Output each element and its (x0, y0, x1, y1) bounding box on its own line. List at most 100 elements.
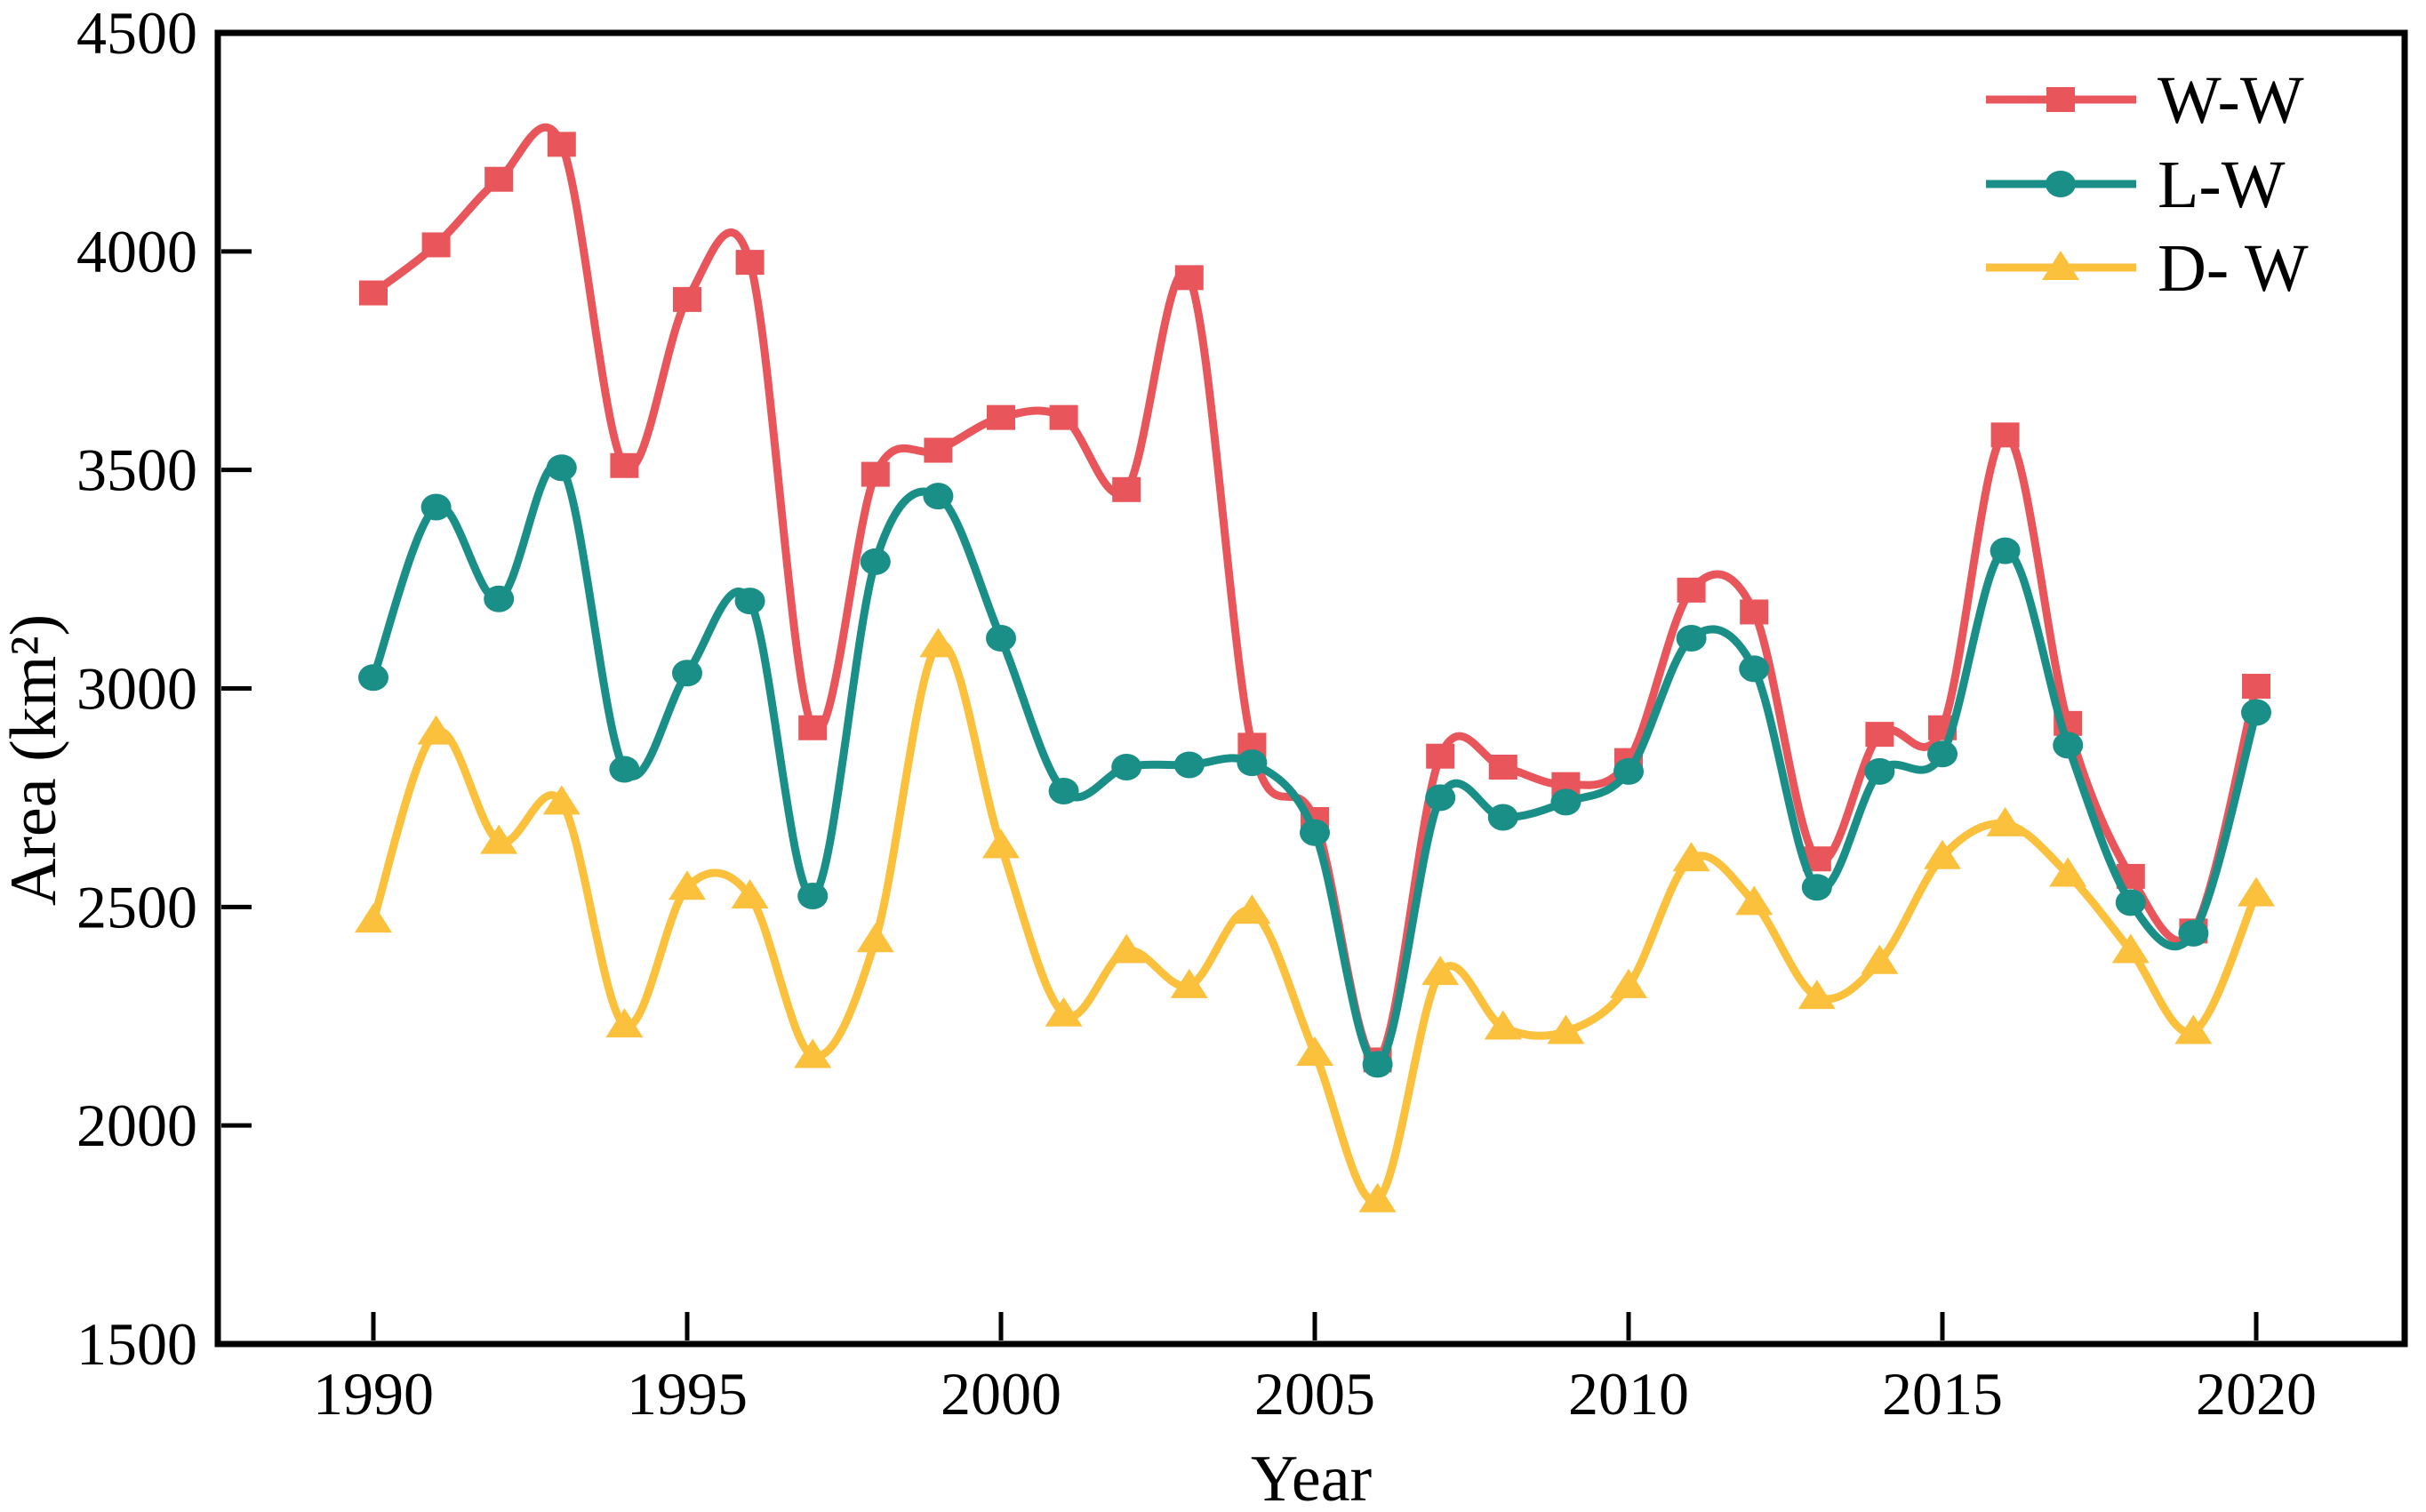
marker-L-W-2019 (2178, 919, 2209, 947)
marker-W-W-1990 (359, 280, 388, 306)
marker-L-W-2017 (2053, 732, 2084, 759)
legend-marker-W-W (2046, 87, 2075, 112)
marker-L-W-2012 (1739, 655, 1770, 683)
marker-W-W-1997 (798, 715, 828, 740)
marker-L-W-2002 (1111, 754, 1142, 780)
x-tick-label-2015: 2015 (1882, 1360, 2003, 1428)
marker-D-W-1995 (669, 870, 706, 900)
marker-W-W-1998 (861, 461, 890, 487)
x-tick-label-2000: 2000 (941, 1360, 1061, 1428)
marker-D-W-2006 (1358, 1182, 1397, 1212)
marker-D-W-2012 (1735, 885, 1773, 916)
marker-D-W-2019 (2174, 1014, 2213, 1044)
x-tick-label-2010: 2010 (1568, 1360, 1689, 1428)
marker-D-W-1991 (417, 715, 455, 745)
marker-W-W-2011 (1677, 577, 1706, 603)
legend-item-W-W: W-W (1986, 63, 2304, 138)
marker-L-W-2015 (1927, 740, 1958, 768)
marker-D-W-1999 (919, 628, 957, 658)
marker-L-W-2000 (986, 624, 1016, 652)
marker-L-W-1992 (484, 585, 515, 612)
legend-label-L-W: L-W (2158, 148, 2286, 222)
marker-L-W-2010 (1613, 757, 1644, 785)
marker-W-W-2003 (1174, 265, 1204, 291)
marker-W-W-2001 (1049, 404, 1078, 430)
series-line-W-W (369, 123, 2261, 1064)
marker-L-W-2011 (1676, 624, 1707, 652)
marker-D-W-2000 (982, 828, 1020, 859)
marker-L-W-2016 (1990, 537, 2021, 564)
marker-D-W-1994 (605, 1008, 644, 1038)
marker-D-W-1990 (355, 903, 392, 933)
y-tick-label-2000: 2000 (76, 1092, 197, 1159)
marker-W-W-2016 (1990, 422, 2020, 448)
marker-D-W-2018 (2111, 933, 2150, 964)
x-tick-label-1995: 1995 (627, 1360, 748, 1428)
marker-L-W-2001 (1048, 778, 1079, 805)
marker-D-W-2017 (2049, 857, 2087, 887)
marker-L-W-1994 (609, 756, 640, 783)
marker-W-W-2002 (1112, 476, 1141, 502)
marker-D-W-1993 (542, 785, 580, 815)
marker-D-W-2004 (1233, 894, 1271, 924)
marker-W-W-1995 (673, 286, 701, 312)
marker-L-W-1998 (860, 548, 891, 575)
marker-W-W-1992 (484, 166, 514, 192)
legend-marker-L-W (2046, 171, 2076, 197)
x-tick-label-2020: 2020 (2196, 1360, 2317, 1428)
marker-W-W-2014 (1865, 722, 1894, 748)
marker-L-W-1993 (546, 454, 577, 482)
y-axis-title: Area (km²) (0, 614, 70, 906)
marker-D-W-2001 (1045, 996, 1083, 1027)
marker-L-W-1990 (358, 664, 388, 692)
marker-D-W-2013 (1797, 980, 1836, 1010)
marker-D-W-2003 (1170, 968, 1208, 998)
marker-W-W-1994 (610, 452, 639, 478)
marker-L-W-2004 (1237, 749, 1268, 777)
marker-L-W-2005 (1300, 819, 1330, 846)
y-tick-label-3000: 3000 (76, 655, 197, 723)
marker-D-W-2009 (1547, 1014, 1585, 1044)
marker-D-W-2008 (1484, 1010, 1522, 1040)
legend-item-D-W: D- W (1986, 231, 2309, 306)
marker-L-W-2009 (1550, 788, 1581, 816)
x-axis-title: Year (1251, 1443, 1372, 1512)
marker-D-W-1996 (731, 879, 769, 909)
marker-L-W-2020 (2241, 699, 2271, 726)
marker-D-W-1992 (480, 824, 518, 854)
marker-W-W-2007 (1426, 743, 1455, 769)
marker-W-W-2000 (987, 404, 1015, 430)
legend-label-W-W: W-W (2158, 63, 2304, 138)
x-tick-label-2005: 2005 (1254, 1360, 1375, 1428)
legend-label-D-W: D- W (2158, 231, 2309, 306)
y-tick-label-2500: 2500 (76, 873, 197, 940)
marker-D-W-2010 (1610, 968, 1647, 998)
series-L-W (358, 454, 2271, 1078)
marker-L-W-2007 (1425, 784, 1456, 812)
marker-D-W-2020 (2238, 876, 2275, 907)
axis-ticks (221, 249, 2259, 1340)
legend-item-L-W: L-W (1986, 148, 2286, 222)
marker-D-W-2005 (1296, 1036, 1333, 1067)
marker-W-W-2008 (1488, 755, 1517, 780)
marker-L-W-2003 (1173, 751, 1205, 779)
marker-W-W-2020 (2242, 674, 2270, 700)
marker-W-W-2012 (1740, 599, 1769, 625)
marker-L-W-2014 (1864, 757, 1895, 785)
marker-D-W-2015 (1924, 839, 1961, 869)
marker-D-W-1998 (856, 923, 894, 953)
marker-D-W-2011 (1672, 842, 1710, 872)
marker-L-W-1999 (923, 483, 954, 510)
y-tick-label-1500: 1500 (76, 1310, 197, 1378)
marker-W-W-1996 (735, 250, 765, 276)
marker-L-W-1995 (672, 660, 702, 687)
series-line-D-W (369, 639, 2261, 1205)
marker-L-W-2018 (2115, 889, 2146, 916)
marker-D-W-2002 (1108, 933, 1146, 964)
marker-L-W-2013 (1801, 874, 1832, 901)
plot-border (214, 29, 2408, 1348)
marker-W-W-1999 (924, 437, 953, 463)
y-tick-label-4000: 4000 (76, 218, 197, 285)
marker-D-W-1997 (794, 1038, 832, 1068)
